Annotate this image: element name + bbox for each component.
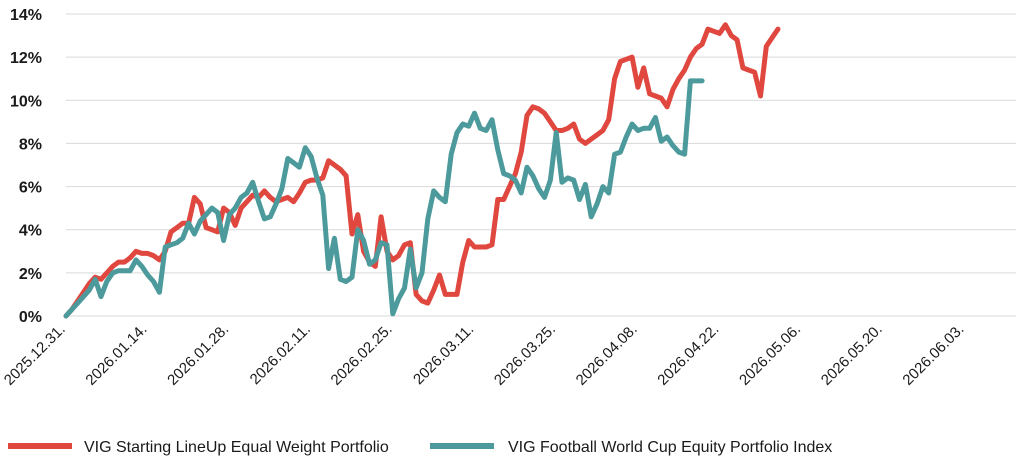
- legend-label: VIG Football World Cup Equity Portfolio …: [508, 439, 832, 456]
- x-tick-label: 2026.01.14.: [82, 321, 150, 389]
- series-line-starting-lineup: [63, 22, 781, 319]
- x-tick-label: 2026.04.22.: [654, 321, 722, 389]
- y-axis-ticks: 0% 2% 4% 6% 8% 10% 12% 14%: [10, 7, 42, 326]
- legend-label: VIG Starting LineUp Equal Weight Portfol…: [84, 439, 389, 456]
- x-tick-label: 2026.05.20.: [818, 321, 886, 389]
- x-tick-label: 2025.12.31.: [1, 321, 69, 389]
- y-tick-label: 2%: [19, 266, 42, 283]
- y-tick-label: 4%: [19, 223, 42, 240]
- x-tick-label: 2026.02.25.: [328, 321, 396, 389]
- x-axis-ticks: 2025.12.31. 2026.01.14. 2026.01.28. 2026.02…: [1, 321, 968, 389]
- y-tick-label: 14%: [10, 7, 42, 24]
- x-tick-label: 2026.05.06.: [736, 321, 804, 389]
- y-tick-label: 10%: [10, 93, 42, 110]
- y-tick-label: 0%: [19, 309, 42, 326]
- x-tick-label: 2026.03.25.: [491, 321, 559, 389]
- legend: VIG Starting LineUp Equal Weight Portfol…: [8, 439, 832, 456]
- series-line-world-cup-index: [63, 78, 705, 319]
- y-tick-label: 6%: [19, 180, 42, 197]
- gridlines: [66, 13, 1016, 317]
- y-tick-label: 12%: [10, 50, 42, 67]
- x-tick-label: 2026.03.11.: [410, 321, 477, 388]
- x-tick-label: 2026.04.08.: [573, 321, 641, 389]
- x-tick-label: 2026.02.11.: [247, 321, 314, 388]
- y-tick-label: 8%: [19, 136, 42, 153]
- x-tick-label: 2026.06.03.: [899, 321, 967, 389]
- series-lines: [63, 22, 781, 319]
- x-tick-label: 2026.01.28.: [164, 321, 232, 389]
